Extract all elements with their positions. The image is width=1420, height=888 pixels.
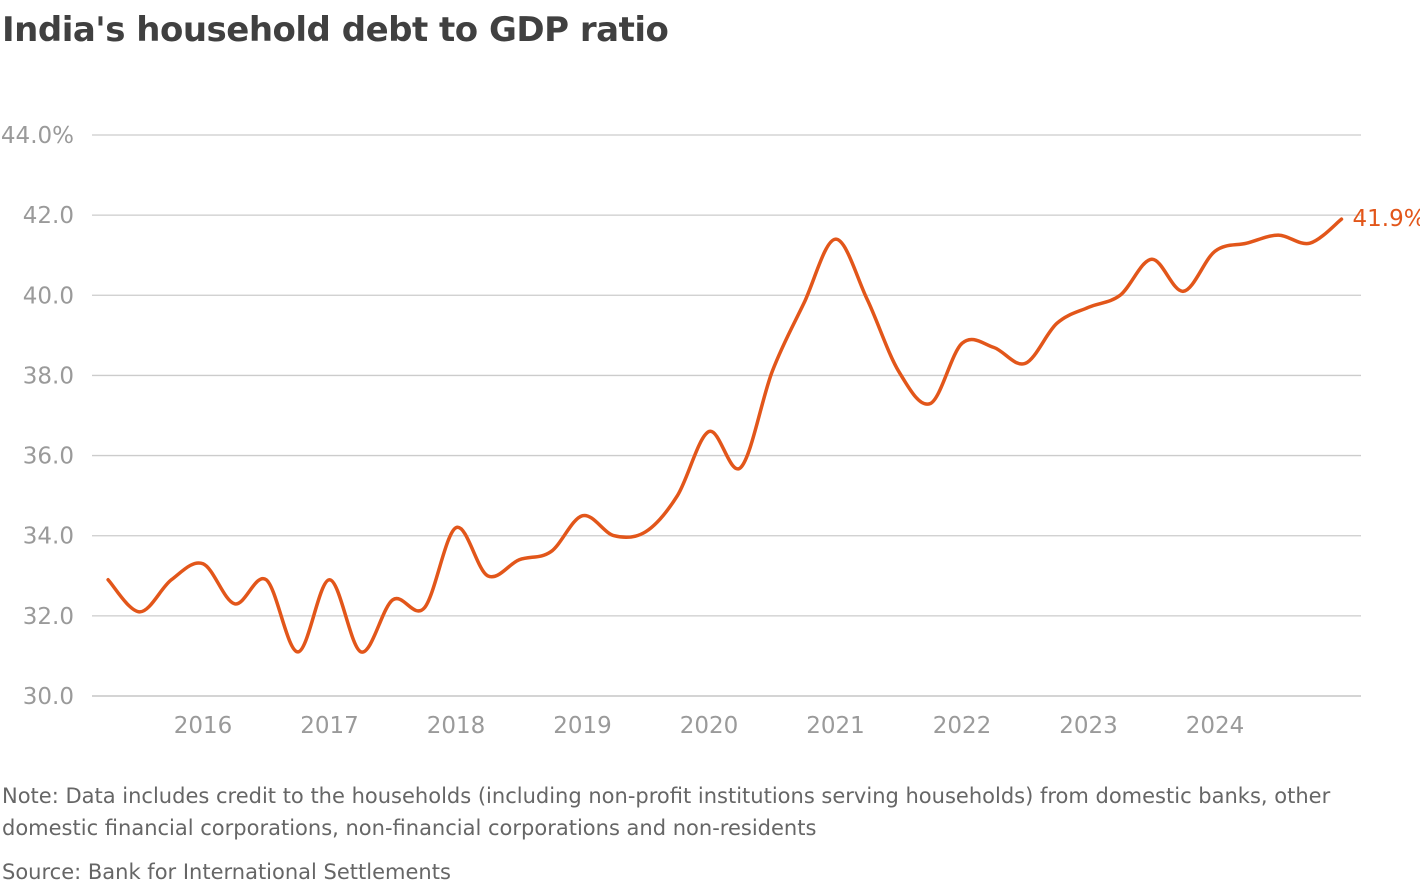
chart-source: Source: Bank for International Settlemen…	[2, 860, 451, 884]
series-line	[106, 217, 1344, 654]
x-tick-label: 2016	[174, 713, 233, 739]
chart-title: India's household debt to GDP ratio	[2, 10, 669, 50]
x-tick-label: 2018	[427, 713, 486, 739]
y-tick-label: 30.0	[23, 684, 74, 710]
x-tick-label: 2021	[806, 713, 865, 739]
x-tick-label: 2022	[933, 713, 992, 739]
y-tick-label: 38.0	[23, 363, 74, 389]
x-tick-label: 2017	[300, 713, 359, 739]
x-tick-label: 2024	[1186, 713, 1245, 739]
y-tick-label: 40.0	[23, 283, 74, 309]
y-tick-label: 42.0	[23, 203, 74, 229]
y-tick-label: 34.0	[23, 524, 74, 550]
end-value-label: 41.9%	[1353, 206, 1420, 232]
x-tick-label: 2019	[553, 713, 612, 739]
y-tick-label: 44.0%	[1, 123, 74, 149]
x-tick-label: 2020	[680, 713, 739, 739]
line-chart: 30.0 32.0 34.0 36.0 38.0 40.0 42.0 44.0% 2016 201…	[1, 123, 1420, 739]
y-tick-label: 32.0	[23, 604, 74, 630]
y-tick-label: 36.0	[23, 444, 74, 470]
chart-note: Note: Data includes credit to the househ…	[2, 784, 1331, 840]
x-tick-label: 2023	[1059, 713, 1118, 739]
